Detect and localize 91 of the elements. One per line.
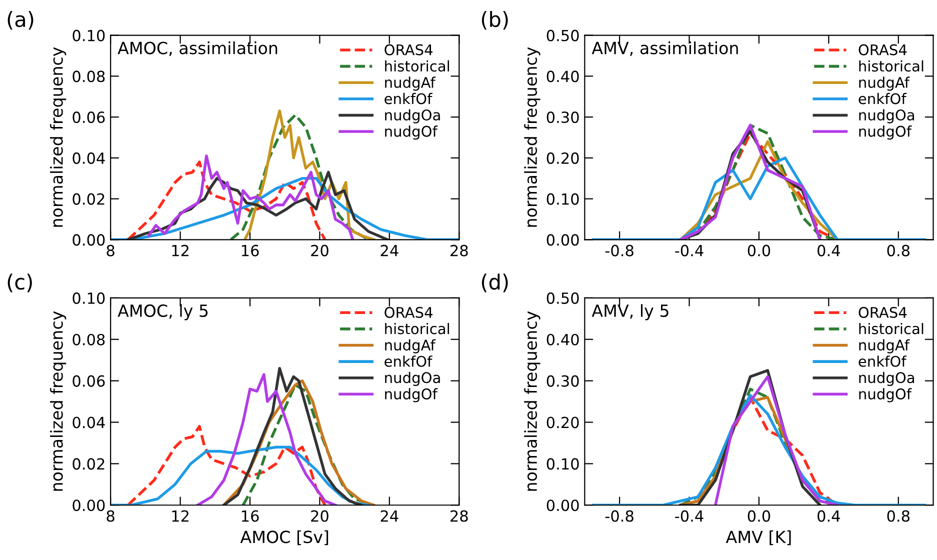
x-tick-label: 20 bbox=[311, 244, 328, 256]
chart-title: (d) bbox=[482, 274, 508, 292]
y-tick-label: 0.00 bbox=[546, 234, 579, 246]
legend-label: historical bbox=[859, 322, 924, 334]
x-tick-label: 0.4 bbox=[818, 244, 840, 256]
x-axis-title: AMOC [Sv] bbox=[240, 530, 328, 546]
y-tick-label: 0.02 bbox=[72, 458, 104, 470]
x-tick-label: 16 bbox=[242, 510, 259, 522]
legend-label: historical bbox=[859, 60, 924, 72]
chart-title: (b) bbox=[482, 11, 508, 30]
y-tick-label: 0.10 bbox=[546, 458, 579, 470]
legend-label: ORAS4 bbox=[858, 306, 907, 318]
line-series bbox=[126, 424, 326, 506]
x-tick-label: -0.4 bbox=[675, 510, 704, 522]
legend-label: historical bbox=[385, 60, 450, 72]
x-tick-label: 0.4 bbox=[818, 510, 840, 522]
legend-label: nudgAf bbox=[385, 339, 436, 354]
y-tick-label: 0.08 bbox=[72, 70, 105, 82]
legend-label: nudgOf bbox=[859, 126, 912, 140]
y-tick-label: 0.00 bbox=[546, 500, 579, 512]
x-tick-label: -0.4 bbox=[675, 244, 704, 256]
y-tick-label: 0.00 bbox=[72, 234, 105, 246]
chart-title: (c) bbox=[8, 274, 32, 292]
legend-label: nudgAf bbox=[859, 339, 910, 354]
line-series bbox=[714, 375, 839, 506]
legend-label: nudgOf bbox=[385, 126, 438, 140]
x-axis-title: AMV [K] bbox=[726, 530, 791, 546]
y-tick-label: 0.10 bbox=[72, 30, 105, 42]
y-axis-title: normalized frequency bbox=[524, 311, 540, 491]
x-tick-label: 24 bbox=[380, 510, 398, 522]
y-tick-label: 0.20 bbox=[546, 152, 579, 164]
x-tick-label: 12 bbox=[172, 244, 188, 256]
legend-label: nudgOa bbox=[859, 109, 914, 124]
line-series bbox=[148, 154, 354, 240]
y-tick-label: 0.20 bbox=[546, 416, 579, 428]
legend-label: ORAS4 bbox=[384, 306, 433, 318]
y-tick-label: 0.00 bbox=[72, 500, 105, 512]
y-tick-label: 0.30 bbox=[546, 112, 579, 124]
legend-label: nudgOa bbox=[385, 372, 440, 386]
legend-label: enkfOf bbox=[858, 356, 907, 367]
legend-label: ORAS4 bbox=[384, 44, 433, 56]
y-tick-label: 0.04 bbox=[72, 416, 105, 428]
legend-label: enkfOf bbox=[858, 92, 907, 104]
line-series bbox=[126, 160, 326, 240]
legend-label: nudgAf bbox=[859, 76, 910, 91]
y-tick-label: 0.06 bbox=[72, 375, 105, 387]
chart-subtitle: AMOC, ly 5 bbox=[118, 304, 208, 320]
line-series bbox=[196, 373, 337, 506]
y-axis-title: normalized frequency bbox=[50, 47, 66, 227]
chart-title: (a) bbox=[8, 11, 34, 30]
legend-label: nudgOf bbox=[859, 388, 912, 402]
chart-subtitle: AMV, assimilation bbox=[592, 41, 738, 56]
legend-label: nudgOa bbox=[385, 109, 440, 124]
legend-label: enkfOf bbox=[384, 92, 432, 104]
legend-label: enkfOf bbox=[384, 356, 432, 367]
y-tick-label: 0.30 bbox=[546, 375, 579, 387]
y-axis-title: normalized frequency bbox=[524, 47, 540, 227]
x-tick-label: 0.0 bbox=[748, 510, 770, 522]
y-axis-title: normalized frequency bbox=[50, 311, 66, 491]
y-tick-label: 0.08 bbox=[72, 334, 105, 346]
x-tick-label: 28 bbox=[450, 510, 468, 522]
x-tick-label: 12 bbox=[172, 510, 188, 522]
x-tick-label: 28 bbox=[450, 244, 468, 256]
x-tick-label: 20 bbox=[311, 510, 328, 522]
y-tick-label: 0.40 bbox=[546, 334, 579, 346]
y-tick-label: 0.50 bbox=[546, 292, 579, 304]
x-tick-label: 0.0 bbox=[748, 244, 770, 256]
y-tick-label: 0.10 bbox=[72, 292, 105, 304]
x-tick-label: 24 bbox=[380, 244, 398, 256]
y-tick-label: 0.04 bbox=[72, 152, 105, 164]
x-tick-label: 0.8 bbox=[887, 244, 910, 256]
line-series bbox=[222, 366, 363, 506]
x-tick-label: 8 bbox=[106, 244, 114, 256]
chart-subtitle: AMV, ly 5 bbox=[592, 304, 668, 320]
legend-label: historical bbox=[385, 322, 450, 334]
x-tick-label: -0.8 bbox=[605, 510, 634, 522]
x-tick-label: 8 bbox=[106, 510, 114, 522]
y-tick-label: 0.40 bbox=[546, 70, 579, 82]
legend-label: ORAS4 bbox=[858, 44, 907, 56]
x-tick-label: -0.8 bbox=[605, 244, 634, 256]
y-tick-label: 0.06 bbox=[72, 112, 105, 124]
y-tick-label: 0.02 bbox=[72, 193, 104, 205]
x-tick-label: 0.8 bbox=[887, 510, 910, 522]
legend-label: nudgAf bbox=[385, 76, 436, 91]
y-tick-label: 0.50 bbox=[546, 30, 579, 42]
y-tick-label: 0.10 bbox=[546, 193, 579, 205]
line-series bbox=[592, 156, 926, 240]
x-tick-label: 16 bbox=[242, 244, 259, 256]
chart-subtitle: AMOC, assimilation bbox=[118, 41, 278, 56]
legend-label: nudgOf bbox=[385, 388, 438, 402]
legend-label: nudgOa bbox=[859, 372, 914, 386]
